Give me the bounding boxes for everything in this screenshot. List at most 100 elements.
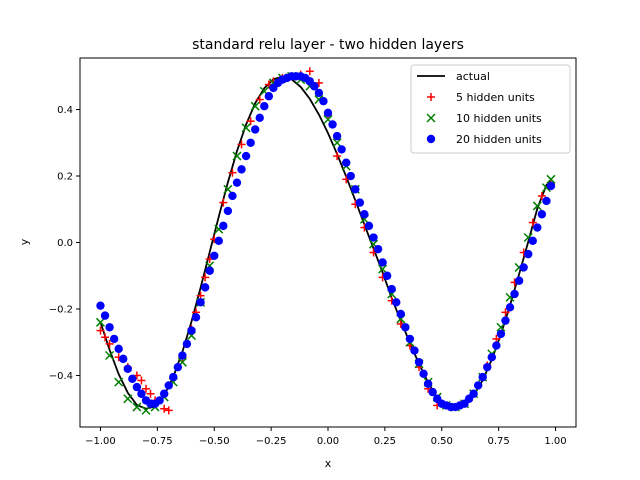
x-tick-label: −1.00 [85, 436, 116, 447]
data-point [514, 276, 524, 285]
y-tick-label: −0.2 [49, 304, 73, 315]
x-tick-label: 0.75 [488, 436, 510, 447]
data-point [355, 198, 365, 207]
legend-item: 10 hidden units [426, 112, 542, 125]
data-point [323, 108, 333, 118]
data-point [387, 284, 396, 294]
data-point [401, 323, 410, 332]
data-point [196, 298, 205, 307]
data-point [532, 201, 542, 211]
data-point [414, 357, 424, 367]
x-tick-label: 0.50 [431, 436, 453, 447]
data-point [473, 381, 483, 390]
data-point [164, 406, 173, 415]
data-point [201, 273, 210, 282]
data-point [178, 351, 187, 360]
x-axis-label: x [325, 457, 332, 470]
axes: −1.00 −0.75 −0.50 −0.25 0.00 0.25 0.50 0.75 1.00… [49, 105, 567, 447]
data-point [132, 402, 142, 412]
data-point [214, 236, 223, 246]
legend-label: 5 hidden units [456, 91, 535, 104]
data-point [132, 382, 142, 392]
data-point [96, 301, 105, 310]
data-point [319, 97, 328, 106]
x-tick-label: 0.25 [374, 436, 396, 447]
data-point [105, 323, 114, 332]
data-point [232, 178, 242, 187]
legend-item: 20 hidden units [426, 133, 542, 146]
data-point [155, 396, 164, 405]
data-point [360, 210, 369, 219]
data-point [501, 316, 510, 325]
data-point [219, 221, 228, 231]
data-point [187, 326, 196, 335]
y-axis-label: y [18, 238, 31, 245]
data-point [241, 123, 251, 133]
data-point [100, 311, 110, 320]
legend-swatch [427, 93, 435, 101]
data-point [487, 352, 497, 362]
data-point [332, 138, 342, 148]
data-point [333, 152, 342, 161]
legend-box [410, 64, 571, 154]
data-point [159, 389, 169, 398]
data-point [533, 223, 542, 232]
data-point [314, 88, 324, 98]
legend-label: 20 hidden units [456, 133, 542, 146]
data-point [428, 387, 437, 397]
data-point [528, 236, 537, 246]
data-point [396, 309, 406, 319]
legend-item: 5 hidden units [427, 91, 535, 104]
y-tick-label: −0.4 [49, 371, 73, 382]
data-point [210, 251, 219, 260]
data-point [496, 322, 506, 332]
data-point [191, 313, 201, 322]
data-point [332, 131, 342, 141]
data-point [246, 117, 255, 126]
data-point [469, 389, 478, 398]
data-point [346, 171, 355, 181]
data-point [137, 389, 146, 398]
data-point [546, 174, 556, 184]
data-point [228, 191, 237, 201]
data-point [219, 198, 228, 207]
data-point [373, 244, 383, 254]
data-point [351, 185, 360, 194]
data-point [105, 350, 115, 361]
data-point [241, 151, 251, 161]
data-point [228, 168, 237, 177]
x-tick-label: 0.00 [317, 436, 339, 447]
data-point [146, 389, 155, 398]
data-point [128, 374, 137, 383]
data-point [369, 233, 378, 242]
x-tick-label: −0.25 [256, 436, 287, 447]
data-point [264, 92, 274, 101]
data-point [496, 329, 506, 339]
data-point [141, 384, 150, 393]
data-point [237, 140, 246, 149]
data-point [101, 333, 110, 342]
data-point [123, 394, 133, 404]
data-point [205, 266, 214, 275]
data-point [260, 102, 269, 111]
y-tick-label: 0.0 [57, 238, 73, 249]
data-point [237, 165, 246, 174]
data-point [119, 354, 128, 364]
data-point [173, 362, 183, 372]
data-point [542, 196, 551, 206]
legend-swatch [426, 113, 436, 123]
data-point [169, 372, 178, 382]
data-point [478, 372, 487, 382]
data-point [223, 184, 233, 194]
data-point [378, 258, 387, 267]
data-point [200, 283, 210, 292]
data-point [537, 210, 547, 219]
data-point [410, 346, 419, 355]
data-point [232, 151, 242, 161]
data-point [405, 334, 415, 344]
data-point [141, 405, 151, 415]
data-point [109, 334, 119, 344]
data-point [250, 101, 260, 111]
data-point [114, 344, 123, 354]
